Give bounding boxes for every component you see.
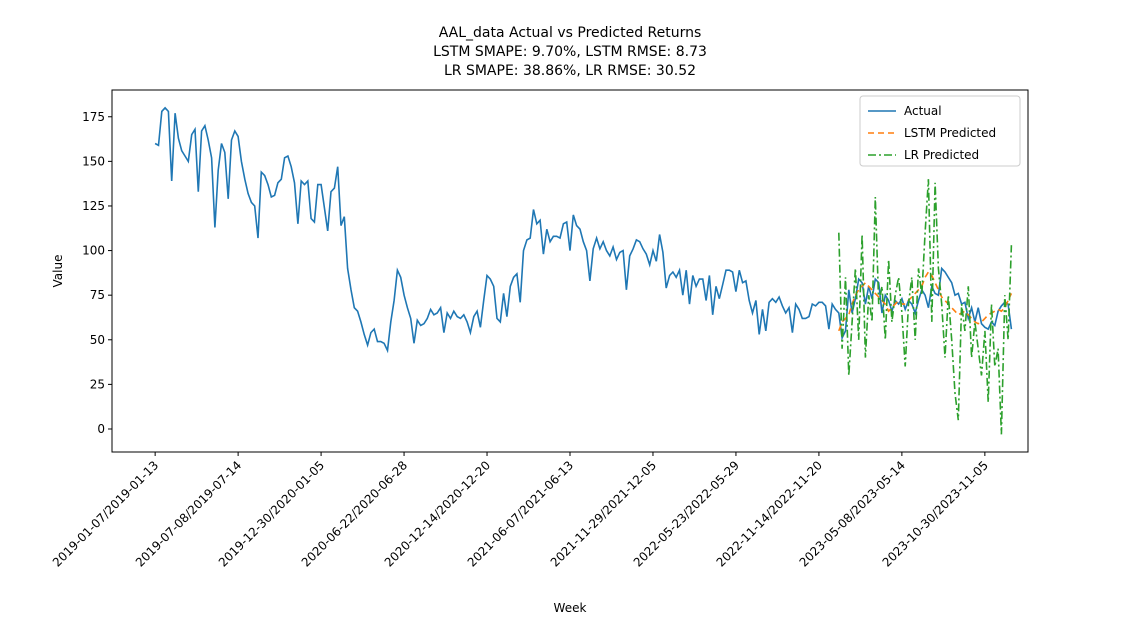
y-tick-label: 50 [90,333,105,347]
series-line [838,179,1013,435]
legend-label: LR Predicted [904,148,979,162]
x-axis-label: Week [554,601,587,615]
y-tick-label: 100 [82,244,105,258]
chart-subtitle: LR SMAPE: 38.86%, LR RMSE: 30.52 [444,63,696,79]
y-tick-label: 175 [82,110,105,124]
legend-label: Actual [904,104,942,118]
y-tick-label: 0 [97,422,105,436]
series-line [838,270,1013,332]
legend-box [859,95,1021,167]
y-axis-label: Value [51,255,65,288]
chart-title: AAL_data Actual vs Predicted Returns [439,25,702,41]
chart-subtitle: LSTM SMAPE: 9.70%, LSTM RMSE: 8.73 [433,44,707,60]
y-tick-label: 150 [82,154,105,168]
legend-label: LSTM Predicted [904,126,996,140]
y-tick-label: 125 [82,199,105,213]
y-tick-label: 25 [90,377,105,391]
y-tick-label: 75 [90,288,105,302]
